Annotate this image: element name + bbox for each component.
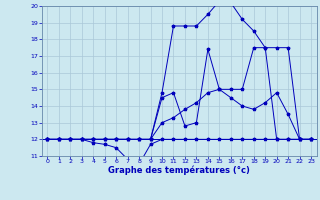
X-axis label: Graphe des températures (°c): Graphe des températures (°c) <box>108 166 250 175</box>
